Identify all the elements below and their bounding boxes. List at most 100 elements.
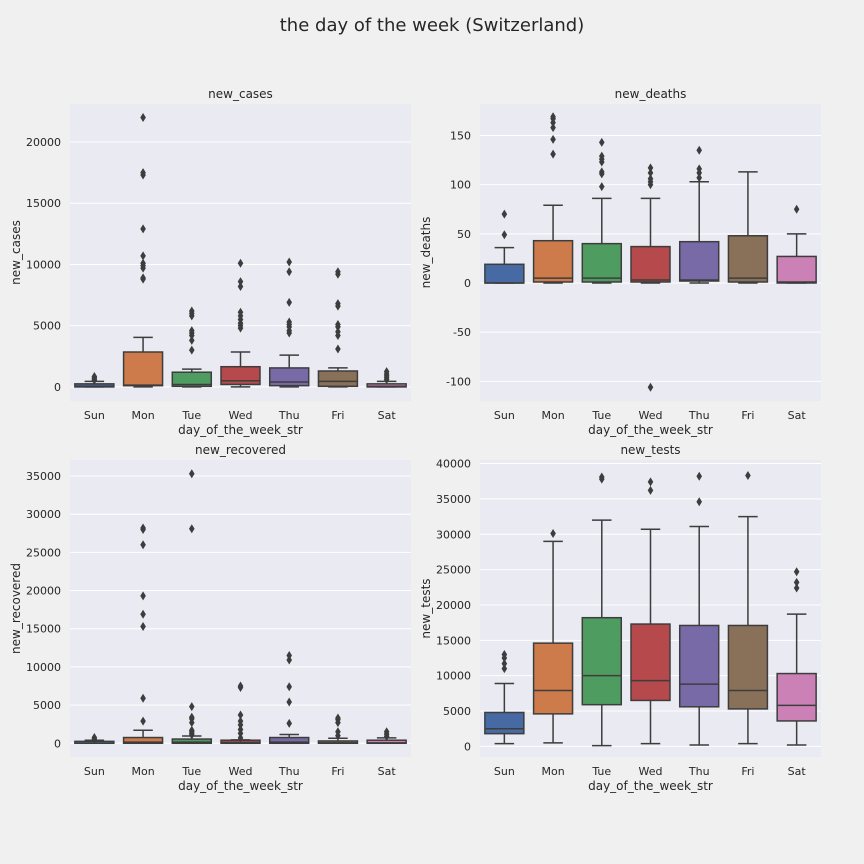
x-tick-label: Sat <box>788 409 807 422</box>
x-tick-label: Fri <box>741 765 754 778</box>
y-axis-label: new_cases <box>9 220 23 285</box>
box-fri <box>727 171 769 284</box>
box-iqr <box>268 367 310 387</box>
x-tick-label: Mon <box>131 765 154 778</box>
box-fri <box>317 713 359 745</box>
x-tick-label: Tue <box>591 765 611 778</box>
x-tick-label: Tue <box>591 409 611 422</box>
outlier-point <box>550 123 556 133</box>
box-fri <box>727 471 769 745</box>
box-iqr <box>581 616 623 706</box>
box-wed <box>630 477 671 745</box>
subplot-new-cases: 0 5000 10000 15000 20000 Sun Mon Tue Wed Thu Fri Sa… <box>9 87 411 437</box>
box-wed <box>630 163 671 392</box>
x-tick-label: Mon <box>541 765 564 778</box>
box-tue <box>581 137 623 284</box>
box-iqr <box>484 711 525 735</box>
outlier-point <box>140 112 146 122</box>
box-sat <box>366 367 407 388</box>
outlier-point <box>383 367 390 377</box>
y-axis-label: new_tests <box>419 578 433 638</box>
box-mon <box>122 523 164 745</box>
y-tick-label: 5000 <box>443 705 471 718</box>
outlier-point <box>140 591 146 601</box>
y-tick-label: 5000 <box>33 699 61 712</box>
outlier-point <box>188 702 195 712</box>
outlier-point <box>598 182 605 192</box>
outlier-point <box>91 372 98 382</box>
y-tick-label: 25000 <box>26 546 61 559</box>
box-thu <box>678 145 720 284</box>
outlier-point <box>793 204 800 214</box>
outlier-point <box>335 727 341 737</box>
y-tick-label: 15000 <box>436 634 471 647</box>
y-tick-label: 15000 <box>26 623 61 636</box>
outlier-point <box>188 712 195 722</box>
box-iqr <box>532 642 574 715</box>
outlier-point <box>188 306 195 316</box>
box-iqr <box>630 245 671 283</box>
outlier-point <box>501 659 508 669</box>
box-iqr <box>484 263 525 284</box>
outlier-point <box>598 151 605 161</box>
box-sat <box>776 204 817 284</box>
outlier-point <box>140 609 146 619</box>
box-mon <box>532 529 574 744</box>
y-tick-label: 10000 <box>436 670 471 683</box>
y-tick-label: 0 <box>464 277 471 290</box>
box-tue <box>581 472 623 747</box>
x-axis-label: day_of_the_week_str <box>178 423 303 437</box>
box-iqr <box>678 240 720 282</box>
outlier-point <box>286 257 293 267</box>
x-tick-label: Thu <box>278 765 300 778</box>
outlier-point <box>647 174 654 184</box>
outlier-point <box>647 163 654 173</box>
x-tick-label: Wed <box>639 765 663 778</box>
box-thu <box>268 257 310 388</box>
y-axis-label: new_deaths <box>419 217 433 289</box>
box-mon <box>122 112 164 388</box>
box-iqr <box>678 624 720 708</box>
outlier-point <box>335 713 341 723</box>
outlier-point <box>550 529 556 539</box>
x-tick-label: Wed <box>229 409 253 422</box>
x-tick-label: Fri <box>741 409 754 422</box>
box-thu <box>268 650 310 745</box>
outlier-point <box>550 134 556 144</box>
outlier-point <box>188 469 195 479</box>
box-iqr <box>581 242 623 283</box>
outlier-point <box>237 733 244 743</box>
outlier-point <box>647 168 654 178</box>
outlier-point <box>237 281 244 291</box>
x-tick-label: Tue <box>181 409 201 422</box>
outlier-point <box>140 693 146 703</box>
outlier-point <box>286 317 293 327</box>
box-iqr <box>122 736 164 745</box>
outlier-point <box>188 524 195 534</box>
outlier-point <box>647 485 654 495</box>
outlier-point <box>140 168 146 178</box>
outlier-point <box>335 319 341 329</box>
outlier-point <box>237 710 244 720</box>
outlier-point <box>550 149 556 159</box>
outlier-point <box>286 655 293 665</box>
y-tick-label: -50 <box>453 326 471 339</box>
box-sun <box>484 649 525 745</box>
box-mon <box>532 112 574 284</box>
outlier-point <box>598 137 605 147</box>
y-tick-label: 30000 <box>26 508 61 521</box>
box-fri <box>317 267 359 388</box>
outlier-point <box>598 167 605 177</box>
box-tue <box>171 306 213 388</box>
box-sun <box>74 733 115 745</box>
box-iqr <box>171 371 213 388</box>
outlier-point <box>188 326 195 336</box>
outlier-point <box>237 725 244 735</box>
outlier-point <box>286 697 293 707</box>
y-tick-label: 35000 <box>436 493 471 506</box>
subplot-new-deaths: -100 -50 0 50 100 150 Sun Mon Tue Wed Thu Fri Sat new… <box>419 87 821 437</box>
outlier-point <box>793 577 800 587</box>
box-wed <box>220 258 261 388</box>
subplot-new-tests: 0 5000 10000 15000 20000 25000 30000 35000 40000… <box>419 443 821 793</box>
y-tick-label: 50 <box>457 228 471 241</box>
